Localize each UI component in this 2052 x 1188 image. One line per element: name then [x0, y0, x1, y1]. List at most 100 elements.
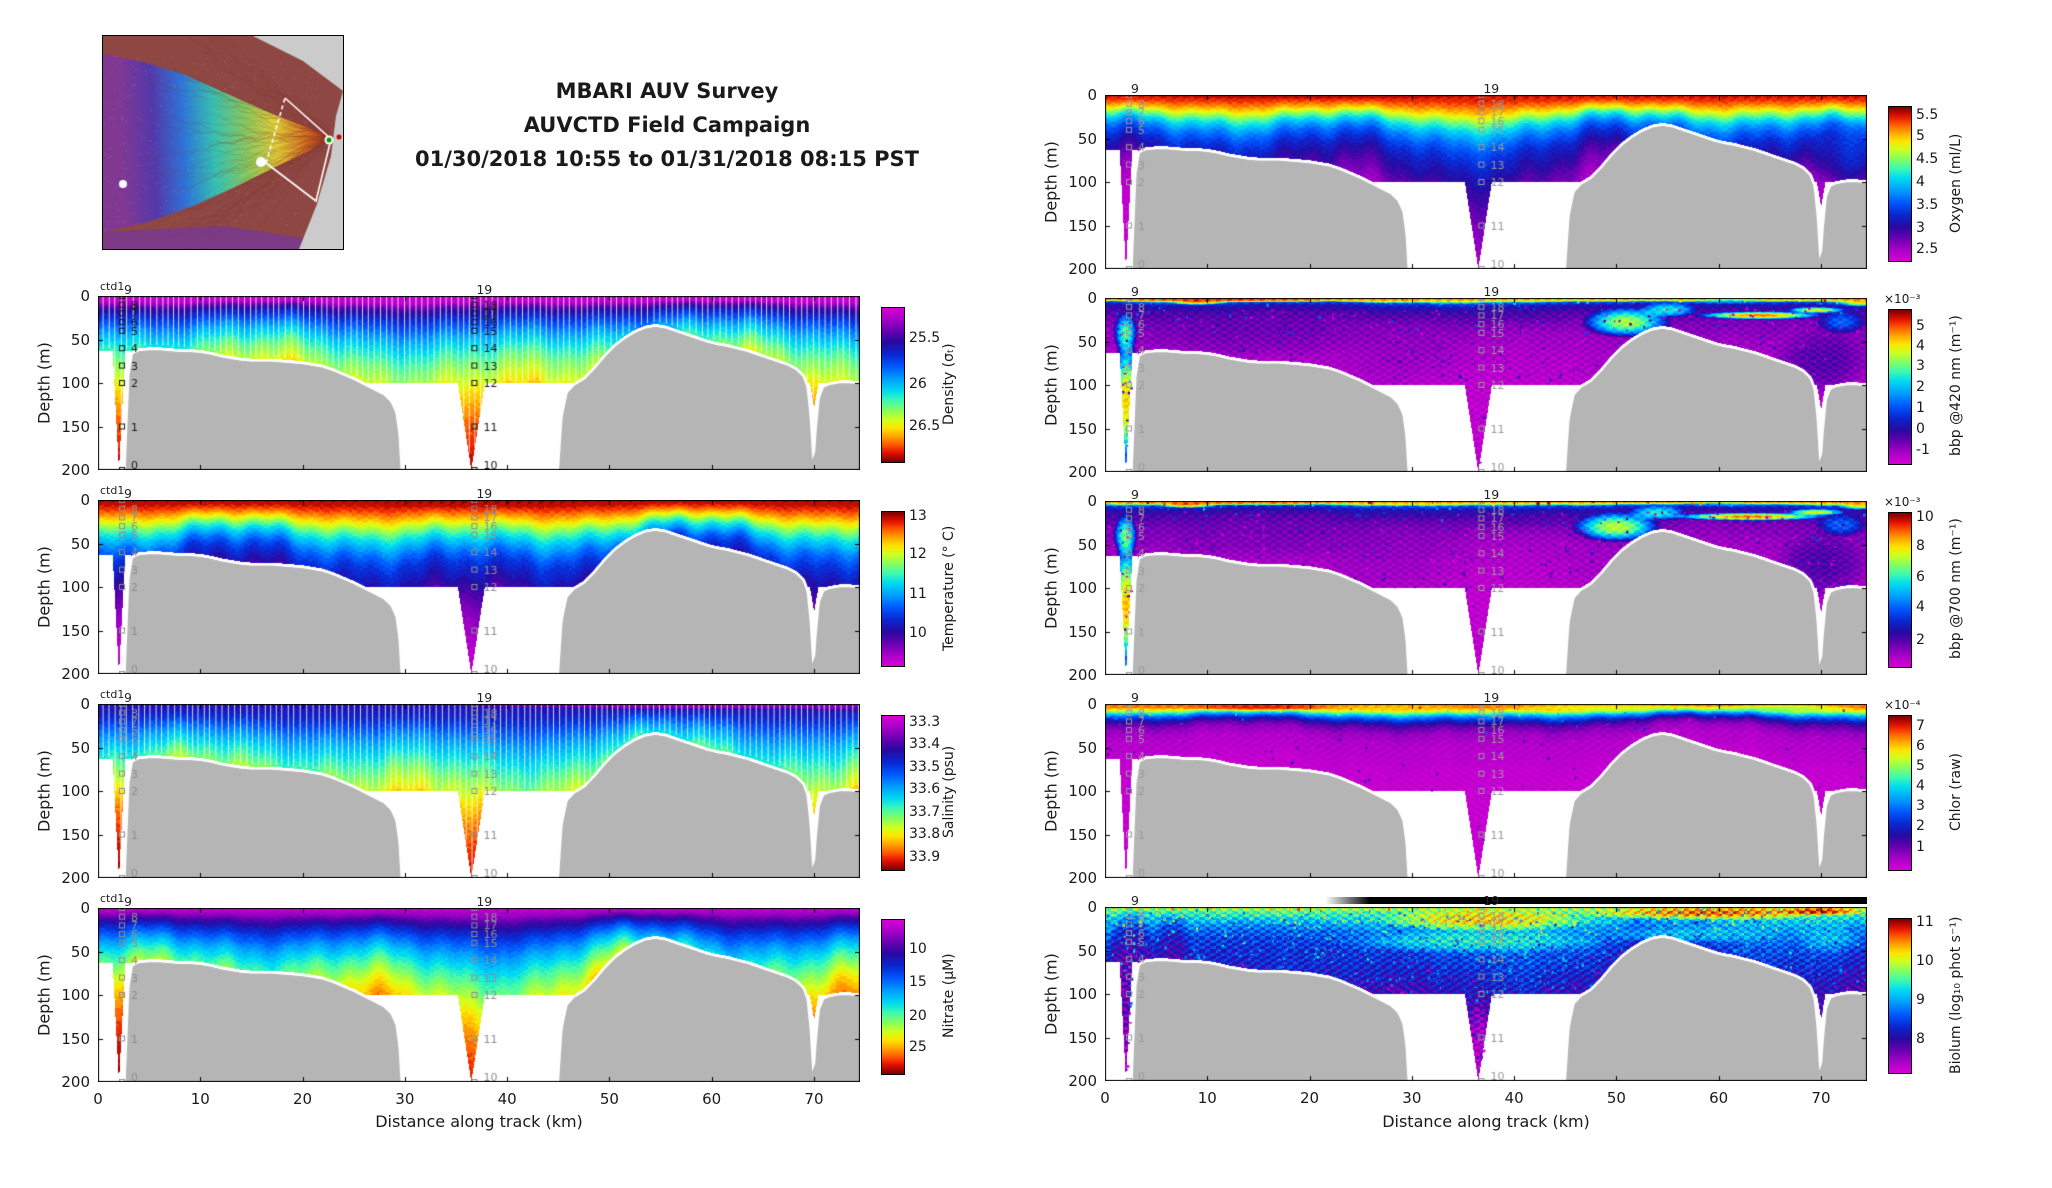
- y-tick-label: 200: [1068, 869, 1097, 887]
- y-tick-label: 50: [1077, 332, 1097, 351]
- y-tick-label: 150: [61, 1029, 90, 1048]
- y-tick-label: 200: [1068, 666, 1097, 684]
- colorbar-tick-label: 5: [1916, 317, 1925, 334]
- oxygen-section-canvas: [1105, 95, 1867, 269]
- y-tick-label: 50: [1077, 129, 1097, 148]
- colorbar-tick-label: 8: [1916, 1031, 1925, 1048]
- y-tick-label: 150: [1068, 825, 1097, 844]
- y-axis-label: Depth (m): [1041, 141, 1061, 223]
- cast-top-label: 19: [476, 486, 493, 501]
- cast-top-label: 19: [476, 690, 493, 705]
- x-tick-label: 40: [497, 1090, 517, 1108]
- y-tick-label: 100: [61, 374, 90, 392]
- y-tick-label: 0: [1087, 492, 1097, 510]
- y-tick-label: 100: [1068, 985, 1097, 1003]
- colorbar-tick-label: 2: [1916, 378, 1925, 395]
- y-axis-label: Depth (m): [1041, 547, 1061, 629]
- salinity-colorbar: [881, 715, 905, 871]
- colorbar-tick-label: 10: [1916, 952, 1934, 969]
- colorbar-tick-label: -1: [1916, 441, 1930, 458]
- y-tick-label: 200: [1068, 260, 1097, 278]
- colorbar-exponent: ×10⁻³: [1884, 292, 1921, 306]
- y-tick-label: 150: [1068, 216, 1097, 235]
- cast-top-label: 19: [1483, 690, 1500, 705]
- x-tick-label: 50: [1606, 1089, 1626, 1107]
- colorbar-tick-label: 1: [1916, 399, 1925, 416]
- cast-top-label: 9: [123, 486, 132, 501]
- chlor-section-canvas: [1105, 704, 1867, 878]
- colorbar-tick-label: 6: [1916, 737, 1925, 754]
- oxygen-colorbar: [1888, 106, 1912, 262]
- colorbar-exponent: ×10⁻⁴: [1884, 698, 1921, 712]
- nitrate-colorbar: [881, 919, 905, 1075]
- temperature-colorbar: [881, 511, 905, 667]
- colorbar-tick-label: 4: [1916, 174, 1925, 191]
- bathymetry-inset-map: [102, 35, 344, 250]
- night-indicator-bar: [1324, 897, 1867, 904]
- colorbar-tick-label: 5: [1916, 127, 1925, 144]
- y-tick-label: 0: [1087, 695, 1097, 713]
- x-tick-label: 60: [702, 1090, 722, 1108]
- y-tick-label: 150: [1068, 622, 1097, 641]
- y-tick-label: 150: [61, 417, 90, 436]
- colorbar-tick-label: 10: [1916, 508, 1934, 525]
- y-tick-label: 150: [1068, 1028, 1097, 1047]
- y-tick-label: 50: [1077, 535, 1097, 554]
- colorbar-tick-label: 33.4: [909, 736, 941, 753]
- y-tick-label: 0: [1087, 289, 1097, 307]
- colorbar-tick-label: 4: [1916, 599, 1925, 616]
- colorbar-exponent: ×10⁻³: [1884, 495, 1921, 509]
- colorbar-tick-label: 15: [909, 974, 927, 991]
- ctd-cast-label: ctd1: [100, 484, 125, 497]
- y-tick-label: 0: [80, 899, 90, 917]
- colorbar-tick-label: 9: [1916, 992, 1925, 1009]
- cast-top-label: 9: [1130, 487, 1139, 502]
- cast-top-label: 19: [1483, 81, 1500, 96]
- colorbar-tick-label: 33.7: [909, 804, 941, 821]
- colorbar-tick-label: 33.3: [909, 713, 941, 730]
- y-tick-label: 200: [61, 665, 90, 683]
- title-line-campaign: AUVCTD Field Campaign: [523, 113, 811, 137]
- colorbar-label: Temperature (° C): [941, 525, 957, 651]
- colorbar-tick-label: 33.6: [909, 780, 941, 797]
- y-tick-label: 50: [70, 534, 90, 553]
- x-tick-label: 20: [293, 1090, 313, 1108]
- colorbar-tick-label: 10: [909, 941, 927, 958]
- y-axis-label: Depth (m): [1041, 750, 1061, 832]
- density-section-canvas: [98, 296, 860, 470]
- x-tick-label: 30: [1402, 1089, 1422, 1107]
- y-tick-label: 100: [61, 578, 90, 596]
- colorbar-tick-label: 12: [909, 546, 927, 563]
- cast-top-label: 19: [476, 894, 493, 909]
- y-tick-label: 50: [1077, 941, 1097, 960]
- y-axis-label: Depth (m): [34, 546, 54, 628]
- colorbar-tick-label: 4: [1916, 338, 1925, 355]
- y-tick-label: 100: [61, 782, 90, 800]
- cast-top-label: 9: [1130, 893, 1139, 908]
- colorbar-label: bbp @420 nm (m⁻¹): [1948, 315, 1964, 457]
- colorbar-tick-label: 8: [1916, 537, 1925, 554]
- colorbar-tick-label: 3: [1916, 358, 1925, 375]
- x-tick-label: 30: [395, 1090, 415, 1108]
- cast-top-label: 9: [123, 894, 132, 909]
- x-tick-label: 0: [1100, 1089, 1110, 1107]
- cast-top-label: 19: [1483, 284, 1500, 299]
- colorbar-tick-label: 4.5: [1916, 150, 1939, 167]
- y-tick-label: 0: [1087, 898, 1097, 916]
- colorbar-label: Density (σₜ): [941, 343, 957, 425]
- y-tick-label: 200: [61, 461, 90, 479]
- colorbar-tick-label: 2.5: [1916, 241, 1939, 258]
- y-axis-label: Depth (m): [1041, 953, 1061, 1035]
- colorbar-tick-label: 25: [909, 1038, 927, 1055]
- colorbar-tick-label: 2: [1916, 632, 1925, 649]
- colorbar-tick-label: 6: [1916, 568, 1925, 585]
- chlor-colorbar: [1888, 715, 1912, 871]
- colorbar-tick-label: 33.9: [909, 849, 941, 866]
- y-tick-label: 0: [80, 695, 90, 713]
- colorbar-tick-label: 33.8: [909, 826, 941, 843]
- y-tick-label: 0: [80, 287, 90, 305]
- y-tick-label: 150: [61, 621, 90, 640]
- temperature-section-canvas: [98, 500, 860, 674]
- y-tick-label: 200: [1068, 463, 1097, 481]
